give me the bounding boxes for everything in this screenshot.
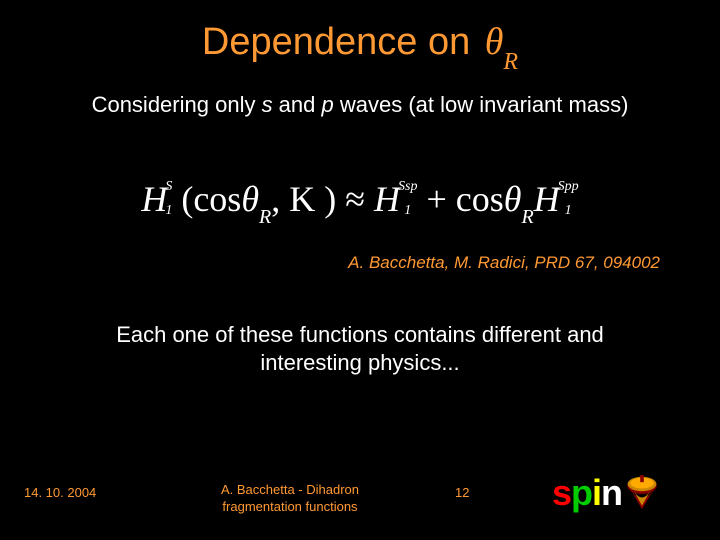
eq-commaK: , K xyxy=(271,179,315,219)
logo-text: spin xyxy=(552,472,702,514)
eq-H2: H xyxy=(374,179,400,219)
subtitle: Considering only s and p waves (at low i… xyxy=(0,92,720,118)
eq-cos2: cos xyxy=(456,179,504,219)
subtitle-p: p xyxy=(322,92,334,117)
footer-date: 14. 10. 2004 xyxy=(24,485,96,500)
slide: Dependence on θR Considering only s and … xyxy=(0,0,720,540)
subtitle-post: waves (at low invariant mass) xyxy=(334,92,629,117)
logo-s: s xyxy=(552,472,571,514)
footer-author: A. Bacchetta - Dihadron fragmentation fu… xyxy=(190,482,390,516)
logo-i: i xyxy=(592,472,601,514)
footer-pagenum: 12 xyxy=(455,485,469,500)
eq-H1: H xyxy=(141,179,167,219)
eq-H3: H xyxy=(534,179,560,219)
eq-lparen: ( xyxy=(181,179,193,219)
body-line2: interesting physics... xyxy=(260,350,459,375)
eq-thetaR2: R xyxy=(521,206,533,228)
eq-rhs2-supsub: Spp1 xyxy=(558,188,579,216)
eq-lhs-supsub: S1 xyxy=(165,188,172,216)
eq-thetaR1: R xyxy=(259,206,271,228)
eq-rhs1-supsub: Ssp1 xyxy=(398,188,417,216)
subtitle-pre: Considering only xyxy=(92,92,262,117)
eq-cos: cos xyxy=(193,179,241,219)
citation: A. Bacchetta, M. Radici, PRD 67, 094002 xyxy=(0,253,720,273)
equation-area: HS1 (cosθR, K ) ≈ HSsp1 + cosθRHSpp1 xyxy=(0,178,720,225)
title-symbol: θR xyxy=(485,20,518,70)
subtitle-mid: and xyxy=(273,92,322,117)
theta-symbol: θ xyxy=(485,21,504,63)
body-text: Each one of these functions contains dif… xyxy=(0,321,720,378)
eq-rparen: ) xyxy=(324,179,336,219)
equation: HS1 (cosθR, K ) ≈ HSsp1 + cosθRHSpp1 xyxy=(141,179,578,219)
logo-n: n xyxy=(601,472,622,514)
eq-plus: + xyxy=(417,179,455,219)
subtitle-s: s xyxy=(262,92,273,117)
logo-p: p xyxy=(571,472,592,514)
spin-logo: spin xyxy=(552,472,702,528)
eq-theta1: θ xyxy=(241,179,259,219)
eq-theta2: θ xyxy=(504,179,522,219)
footer: 14. 10. 2004 A. Bacchetta - Dihadron fra… xyxy=(0,474,720,530)
title-text: Dependence on xyxy=(202,21,470,64)
theta-subscript: R xyxy=(503,49,518,75)
eq-approx: ≈ xyxy=(336,179,374,219)
footer-author-line2: fragmentation functions xyxy=(222,499,357,514)
footer-author-line1: A. Bacchetta - Dihadron xyxy=(221,482,359,497)
spinning-top-icon xyxy=(624,473,660,513)
title-area: Dependence on θR xyxy=(0,0,720,70)
body-line1: Each one of these functions contains dif… xyxy=(116,322,604,347)
